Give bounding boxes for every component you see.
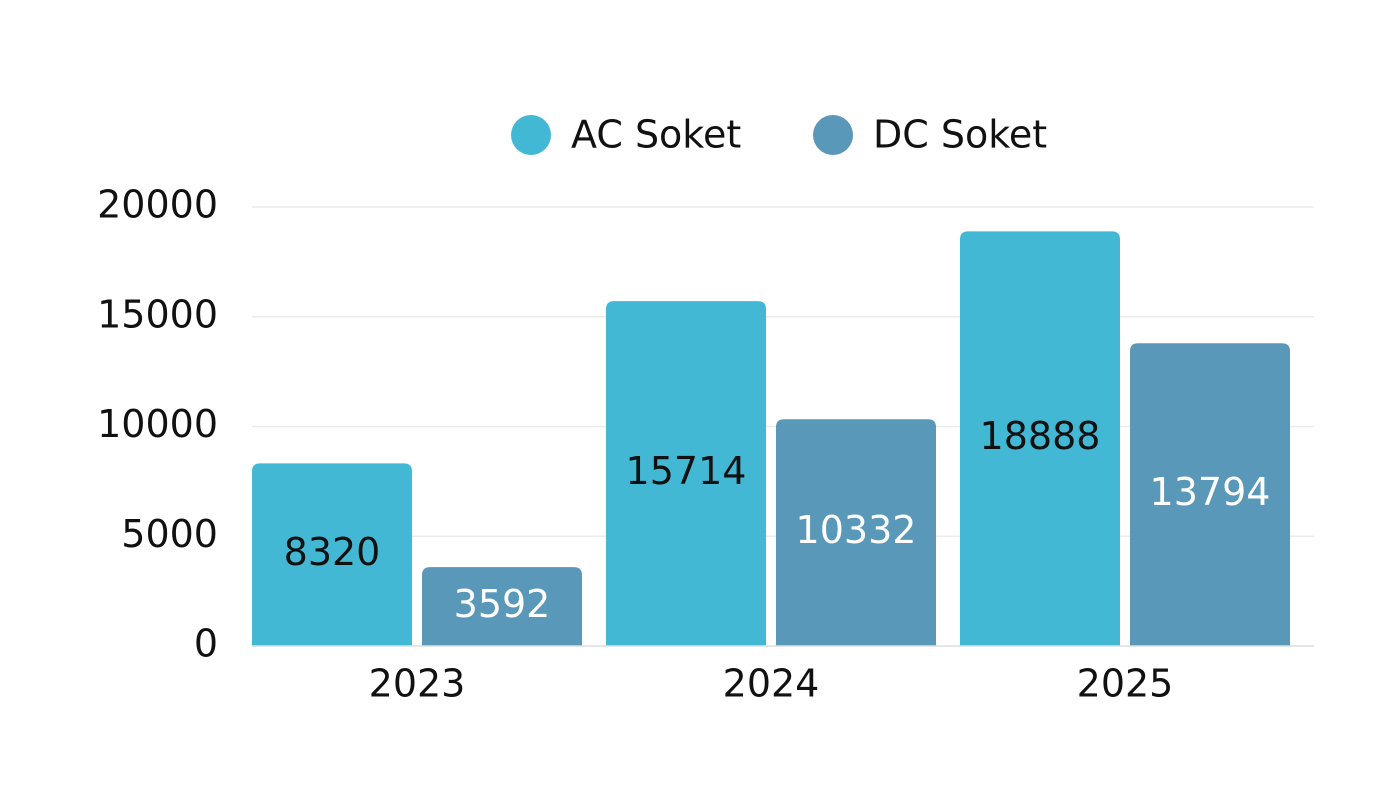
y-tick-label: 0 [194,622,218,666]
data-label: 10332 [796,508,917,552]
x-tick-label: 2025 [1077,662,1174,706]
y-tick-label: 15000 [97,292,218,336]
data-label: 18888 [980,414,1101,458]
data-label: 13794 [1150,470,1271,514]
y-tick-label: 20000 [97,183,218,227]
bar [1130,343,1290,646]
y-tick-label: 10000 [97,402,218,446]
bar [422,567,582,646]
bar [606,301,766,646]
data-label: 8320 [284,530,381,574]
legend-label: DC Soket [873,113,1047,157]
x-tick-label: 2023 [369,662,466,706]
bar [252,463,412,646]
bar [960,231,1120,647]
legend-label: AC Soket [571,113,741,157]
y-tick-label: 5000 [121,512,218,556]
data-label: 15714 [626,449,747,493]
data-label: 3592 [454,582,551,626]
x-tick-label: 2024 [723,662,820,706]
legend-marker [813,115,853,155]
bar [776,419,936,646]
legend-marker [511,115,551,155]
